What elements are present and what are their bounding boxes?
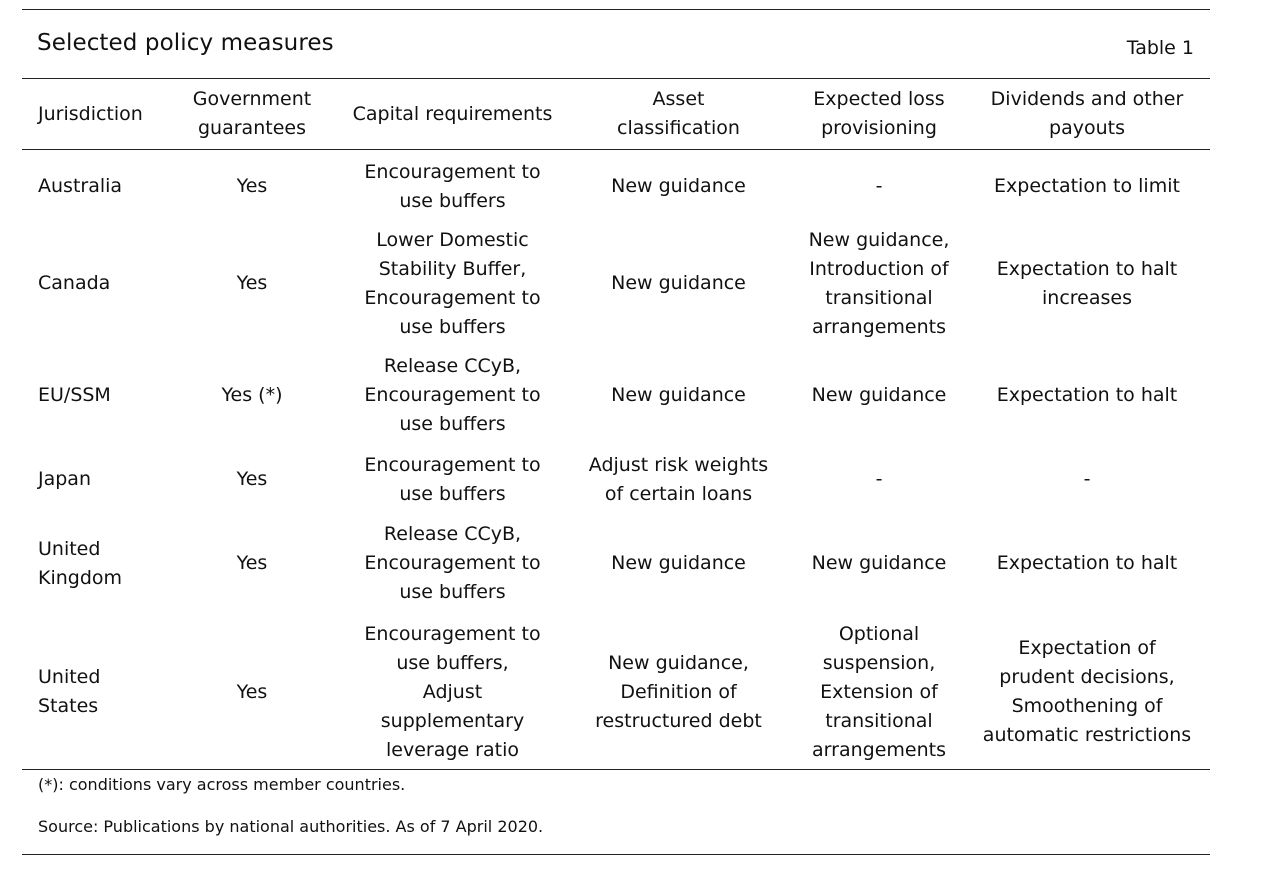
capital-cell: Lower Domestic Stability Buffer, Encoura… xyxy=(364,228,541,338)
column-header-asset-classification: Asset classification xyxy=(563,79,794,150)
provisioning-cell: Optional suspension, Extension of transi… xyxy=(812,622,946,761)
dividends-cell: Expectation to halt increases xyxy=(996,257,1178,309)
jurisdiction-cell: Australia xyxy=(38,175,123,198)
column-header-capital-requirements: Capital requirements xyxy=(342,79,563,150)
guarantees-cell: Yes xyxy=(236,272,268,294)
asset-cell: New guidance xyxy=(611,552,746,574)
column-header-expected-loss-provisioning: Expected loss provisioning xyxy=(794,79,964,150)
table-title: Selected policy measures xyxy=(37,30,334,56)
table-row: Canada Yes Lower Domestic Stability Buff… xyxy=(22,224,1210,344)
capital-cell: Encouragement to use buffers, Adjust sup… xyxy=(364,622,541,761)
header-row: Jurisdiction Government guarantees Capit… xyxy=(22,79,1210,150)
provisioning-cell: New guidance, Introduction of transition… xyxy=(808,228,950,338)
dividends-cell: Expectation to halt xyxy=(996,552,1178,574)
dividends-cell: Expectation to halt xyxy=(996,384,1178,406)
provisioning-cell: New guidance xyxy=(811,552,947,574)
jurisdiction-cell: Japan xyxy=(38,468,91,490)
guarantees-cell: Yes xyxy=(236,552,268,574)
guarantees-cell: Yes xyxy=(236,175,268,198)
capital-cell: Encouragement to use buffers xyxy=(364,160,541,212)
dividends-cell: Expectation to limit xyxy=(994,175,1180,198)
footnote: (*): conditions vary across member count… xyxy=(38,775,406,794)
provisioning-cell: - xyxy=(875,468,883,490)
top-rule xyxy=(22,9,1210,10)
column-header-government-guarantees: Government guarantees xyxy=(162,79,342,150)
source-note: Source: Publications by national authori… xyxy=(38,817,544,836)
table-row: Australia Yes Encouragement to use buffe… xyxy=(22,150,1210,224)
provisioning-cell: - xyxy=(875,175,883,198)
table-row: Japan Yes Encouragement to use buffers A… xyxy=(22,448,1210,512)
table-row: EU/SSM Yes (*) Release CCyB, Encourageme… xyxy=(22,344,1210,448)
asset-cell: New guidance, Definition of restructured… xyxy=(595,651,762,732)
guarantees-cell: Yes xyxy=(236,680,268,703)
table-row: United States Yes Encouragement to use b… xyxy=(22,616,1210,770)
asset-cell: New guidance xyxy=(611,175,746,198)
dividends-cell: Expectation of prudent decisions, Smooth… xyxy=(982,637,1192,747)
jurisdiction-cell: Canada xyxy=(38,272,111,294)
asset-cell: New guidance xyxy=(611,384,746,406)
column-header-dividends: Dividends and other payouts xyxy=(964,79,1210,150)
title-rule xyxy=(22,78,1210,79)
asset-cell: New guidance xyxy=(611,272,746,294)
jurisdiction-cell: United States xyxy=(38,666,101,718)
capital-cell: Release CCyB, Encouragement to use buffe… xyxy=(364,355,541,435)
capital-cell: Release CCyB, Encouragement to use buffe… xyxy=(364,523,541,603)
table-number: Table 1 xyxy=(1126,37,1194,59)
capital-cell: Encouragement to use buffers xyxy=(364,453,541,505)
policy-measures-table: Jurisdiction Government guarantees Capit… xyxy=(22,79,1210,770)
column-header-jurisdiction: Jurisdiction xyxy=(22,79,162,150)
jurisdiction-cell: United Kingdom xyxy=(38,537,123,589)
table-row: United Kingdom Yes Release CCyB, Encoura… xyxy=(22,512,1210,616)
asset-cell: Adjust risk weights of certain loans xyxy=(588,453,769,505)
jurisdiction-cell: EU/SSM xyxy=(38,384,111,406)
provisioning-cell: New guidance xyxy=(811,384,947,406)
bottom-rule xyxy=(22,854,1210,855)
guarantees-cell: Yes xyxy=(236,468,268,490)
dividends-cell: - xyxy=(1083,468,1091,490)
guarantees-cell: Yes (*) xyxy=(221,384,283,406)
